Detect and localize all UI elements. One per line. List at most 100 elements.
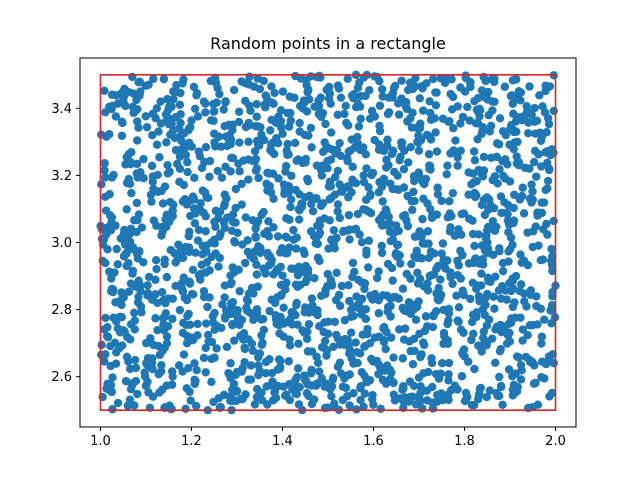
scatter-point (226, 167, 235, 176)
scatter-point (231, 203, 240, 213)
scatter-point (429, 311, 438, 320)
scatter-point (483, 222, 493, 232)
scatter-point (485, 386, 495, 395)
scatter-point (511, 117, 521, 126)
scatter-point (227, 153, 236, 162)
scatter-point (165, 197, 175, 207)
scatter-point (207, 377, 216, 387)
scatter-point (114, 344, 124, 353)
scatter-point (143, 289, 153, 298)
scatter-point (219, 105, 228, 114)
scatter-point (453, 161, 462, 170)
scatter-point (175, 305, 185, 315)
scatter-point (125, 395, 135, 404)
scatter-point (160, 343, 169, 352)
scatter-point (516, 280, 526, 289)
scatter-point (456, 119, 465, 128)
scatter-point (218, 300, 227, 309)
scatter-point (409, 334, 419, 344)
scatter-point (203, 302, 212, 312)
scatter-point (106, 341, 115, 351)
scatter-point (353, 132, 362, 142)
scatter-point (438, 395, 447, 405)
scatter-point (468, 278, 478, 288)
scatter-point (121, 376, 131, 386)
scatter-point (428, 74, 438, 84)
scatter-point (246, 375, 256, 384)
scatter-point (269, 223, 278, 232)
scatter-point (174, 361, 184, 370)
scatter-point (543, 184, 552, 193)
scatter-point (122, 152, 131, 162)
scatter-point (503, 216, 513, 225)
scatter-point (340, 316, 350, 325)
scatter-point (442, 170, 451, 179)
scatter-point (108, 405, 117, 414)
scatter-point (495, 372, 504, 382)
scatter-point (124, 357, 133, 366)
scatter-point (475, 105, 485, 115)
scatter-point (100, 357, 109, 366)
scatter-point (512, 159, 521, 168)
scatter-point (201, 343, 210, 353)
scatter-point (126, 384, 136, 394)
scatter-point (469, 401, 479, 410)
scatter-point (191, 209, 200, 218)
scatter-point (542, 128, 551, 137)
scatter-point (547, 244, 556, 254)
scatter-point (169, 94, 178, 104)
points-layer (96, 70, 560, 415)
scatter-point (252, 270, 262, 279)
scatter-point (102, 332, 112, 341)
scatter-point (177, 278, 187, 288)
scatter-point (132, 198, 142, 208)
scatter-point (376, 404, 385, 413)
scatter-point (498, 258, 508, 268)
scatter-point (511, 369, 520, 378)
scatter-point (306, 227, 316, 236)
scatter-point (100, 325, 109, 334)
scatter-point (508, 391, 517, 400)
scatter-point (199, 287, 209, 296)
scatter-point (503, 331, 513, 340)
scatter-point (276, 106, 286, 115)
scatter-point (344, 341, 353, 350)
scatter-point (246, 361, 256, 370)
scatter-point (264, 217, 273, 226)
scatter-point (167, 380, 177, 389)
scatter-point (329, 342, 338, 352)
scatter-point (120, 327, 129, 336)
scatter-point (97, 340, 106, 350)
scatter-point (508, 302, 518, 312)
scatter-point (372, 273, 382, 283)
scatter-point (353, 83, 363, 92)
scatter-point (478, 333, 488, 343)
scatter-point (274, 174, 283, 183)
scatter-point (147, 197, 156, 206)
scatter-point (545, 392, 554, 401)
scatter-point (112, 244, 121, 254)
scatter-point (451, 136, 460, 145)
scatter-point (348, 258, 358, 268)
scatter-point (464, 190, 473, 199)
scatter-point (141, 81, 150, 90)
scatter-point (184, 364, 193, 373)
scatter-point (183, 167, 192, 177)
scatter-point (201, 108, 210, 117)
scatter-point (324, 317, 333, 326)
scatter-point (126, 279, 136, 288)
scatter-point (250, 147, 260, 156)
scatter-point (356, 383, 365, 393)
scatter-point (408, 360, 418, 369)
scatter-point (408, 108, 417, 118)
scatter-point (148, 130, 157, 140)
scatter-point (349, 389, 358, 398)
scatter-point (180, 141, 189, 150)
y-tick-label: 3.2 (51, 169, 72, 184)
scatter-point (423, 227, 433, 236)
scatter-point (495, 165, 504, 174)
scatter-point (423, 286, 433, 295)
scatter-point (266, 126, 275, 135)
scatter-point (528, 242, 537, 252)
scatter-point (193, 112, 203, 121)
